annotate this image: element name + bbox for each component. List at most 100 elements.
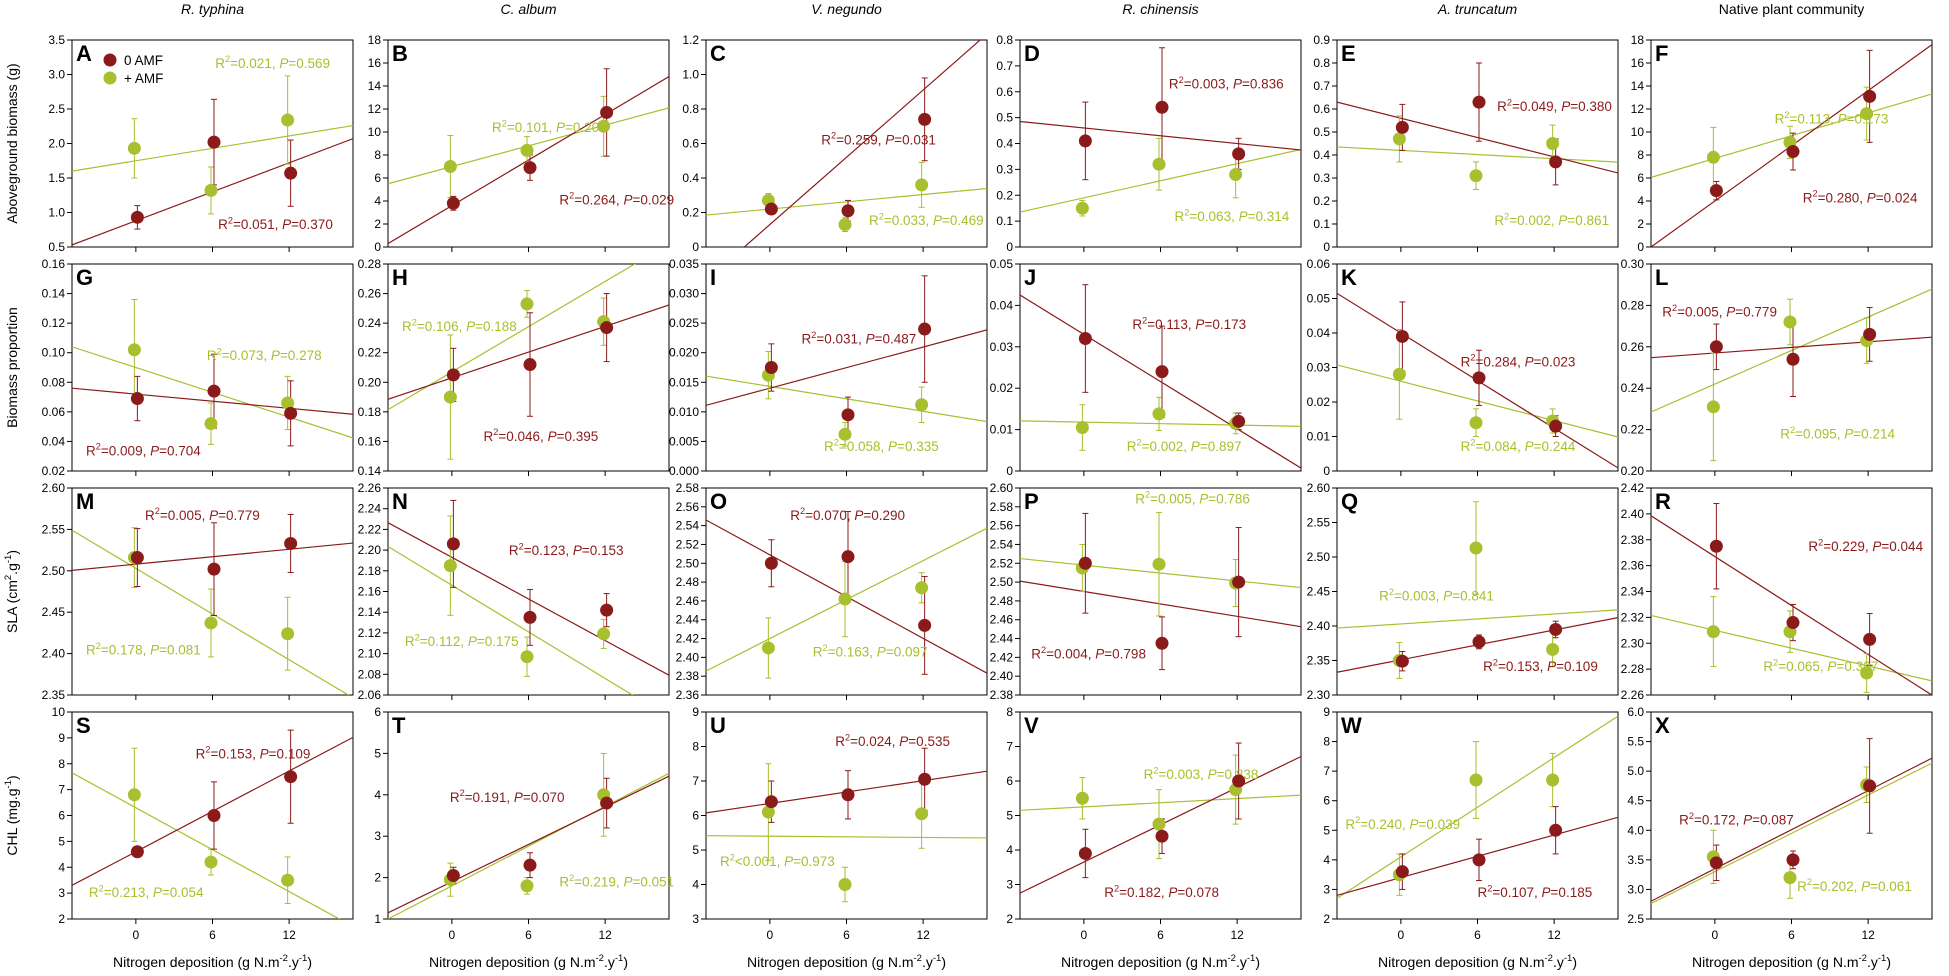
- y-tick-label: 0.04: [990, 298, 1014, 312]
- text-part: =0.469: [942, 213, 984, 228]
- text-part: R: [559, 192, 569, 207]
- text-part: 2: [1507, 98, 1512, 108]
- x-tick-label: 12: [1230, 928, 1244, 942]
- y-tick-label: 0.025: [669, 316, 699, 330]
- y-tick-label: 2.50: [990, 575, 1014, 589]
- text-part: P: [623, 192, 632, 207]
- text-part: =0.113,: [1789, 112, 1837, 127]
- text-part: 2: [1672, 303, 1677, 313]
- data-point-0amf: [1863, 779, 1877, 793]
- text-part: 2: [1355, 815, 1360, 825]
- data-point-0amf: [130, 210, 144, 224]
- text-part: P: [279, 56, 288, 71]
- plot-area: [1337, 101, 1618, 174]
- regression-line: [388, 76, 669, 245]
- regression-stat: R2=0.219, P=0.051: [559, 873, 674, 890]
- text-part: -1: [3, 555, 14, 563]
- regression-line: [1651, 614, 1932, 682]
- data-point-amf: [443, 390, 457, 404]
- text-part: 2: [1184, 207, 1189, 217]
- text-part: 2: [412, 317, 417, 327]
- data-point-0amf: [600, 321, 614, 335]
- panel-letter: I: [710, 265, 716, 290]
- data-point-0amf: [918, 772, 932, 786]
- panel-h: 0.140.160.180.200.220.240.260.28HR2=0.10…: [358, 257, 670, 478]
- y-tick-label: 0.1: [1313, 217, 1330, 231]
- text-part: .y: [922, 954, 933, 970]
- y-tick-label: 2.60: [1307, 481, 1331, 495]
- y-tick-label: 6: [374, 705, 381, 719]
- data-point-0amf: [284, 770, 298, 784]
- plot-frame: [387, 39, 670, 248]
- text-part: 2: [730, 852, 735, 862]
- y-tick-label: 6: [58, 809, 65, 823]
- text-part: R: [86, 443, 96, 458]
- y-tick-label: 2.54: [990, 537, 1014, 551]
- text-part: =0.049,: [1512, 99, 1561, 114]
- text-part: P: [1239, 209, 1248, 224]
- data-point-0amf: [1709, 340, 1723, 354]
- regression-stat: R2=0.031, P=0.487: [802, 330, 917, 347]
- y-tick-label: 0.16: [42, 257, 66, 271]
- x-axis-title: Nitrogen deposition (g N.m-2.y-1): [1692, 953, 1891, 970]
- text-part: 2: [1137, 437, 1142, 447]
- text-part: 2: [823, 643, 828, 653]
- panel-letter: Q: [1341, 489, 1358, 514]
- text-part: =0.031,: [816, 332, 865, 347]
- text-part: ): [4, 775, 20, 780]
- data-point-0amf: [1155, 636, 1169, 650]
- regression-stat: R2=0.213, P=0.054: [89, 883, 204, 900]
- y-tick-label: 0: [1006, 240, 1013, 254]
- data-point-0amf: [1549, 823, 1563, 837]
- regression-line: [388, 545, 634, 695]
- y-tick-label: 0: [1006, 464, 1013, 478]
- text-part: Nitrogen deposition (g N.m: [1061, 954, 1228, 970]
- data-point-amf: [1546, 642, 1560, 656]
- text-part: =0.487: [875, 332, 917, 347]
- text-part: =0.005,: [160, 508, 209, 523]
- y-tick-label: 0.8: [996, 33, 1013, 47]
- text-part: P: [1561, 99, 1570, 114]
- text-part: =0.078: [1177, 885, 1219, 900]
- y-tick-label: 0: [692, 240, 699, 254]
- y-tick-label: 2.38: [1621, 533, 1645, 547]
- y-tick-label: 3.0: [48, 68, 65, 82]
- text-part: R: [1803, 190, 1813, 205]
- data-point-0amf: [446, 196, 460, 210]
- data-point-amf: [204, 183, 218, 197]
- y-tick-label: 6: [1006, 774, 1013, 788]
- y-tick-label: 12: [368, 102, 382, 116]
- regression-line: [1651, 757, 1932, 902]
- text-part: =0.005,: [1150, 491, 1199, 506]
- column-title: V. negundo: [811, 1, 882, 17]
- y-tick-label: 2.35: [42, 688, 66, 702]
- x-tick-label: 12: [598, 928, 612, 942]
- text-part: P: [1191, 439, 1200, 454]
- text-part: =0.087: [1752, 813, 1794, 828]
- regression-stat: R2=0.112, P=0.175: [405, 633, 519, 650]
- data-point-0amf: [1472, 853, 1486, 867]
- panel-a: 0.51.01.52.02.53.03.5A R2=0.021, P=0.569R…: [48, 33, 354, 254]
- y-tick-label: 0.05: [990, 257, 1014, 271]
- y-tick-label: 0.6: [682, 137, 699, 151]
- text-part: P: [150, 642, 159, 657]
- text-part: =0.005,: [1677, 305, 1726, 320]
- y-tick-label: 2.38: [990, 688, 1014, 702]
- regression-stat: R2=0.033, P=0.469: [869, 211, 984, 228]
- text-part: =0.229,: [1823, 539, 1872, 554]
- text-part: =0.029: [632, 192, 674, 207]
- regression-line: [388, 772, 669, 919]
- text-part: =0.003,: [1394, 589, 1443, 604]
- regression-stat: R2=0.202, P=0.061: [1797, 877, 1912, 894]
- text-part: =0.109: [269, 746, 311, 761]
- data-point-0amf: [1155, 829, 1169, 843]
- panel-p: 2.38 2.40 2.42 2.44 2.46 2.48 2.50 2.52 2.54 2.56…: [990, 481, 1302, 702]
- data-point-amf: [915, 178, 929, 192]
- text-part: 2: [879, 211, 884, 221]
- data-point-0amf: [841, 550, 855, 564]
